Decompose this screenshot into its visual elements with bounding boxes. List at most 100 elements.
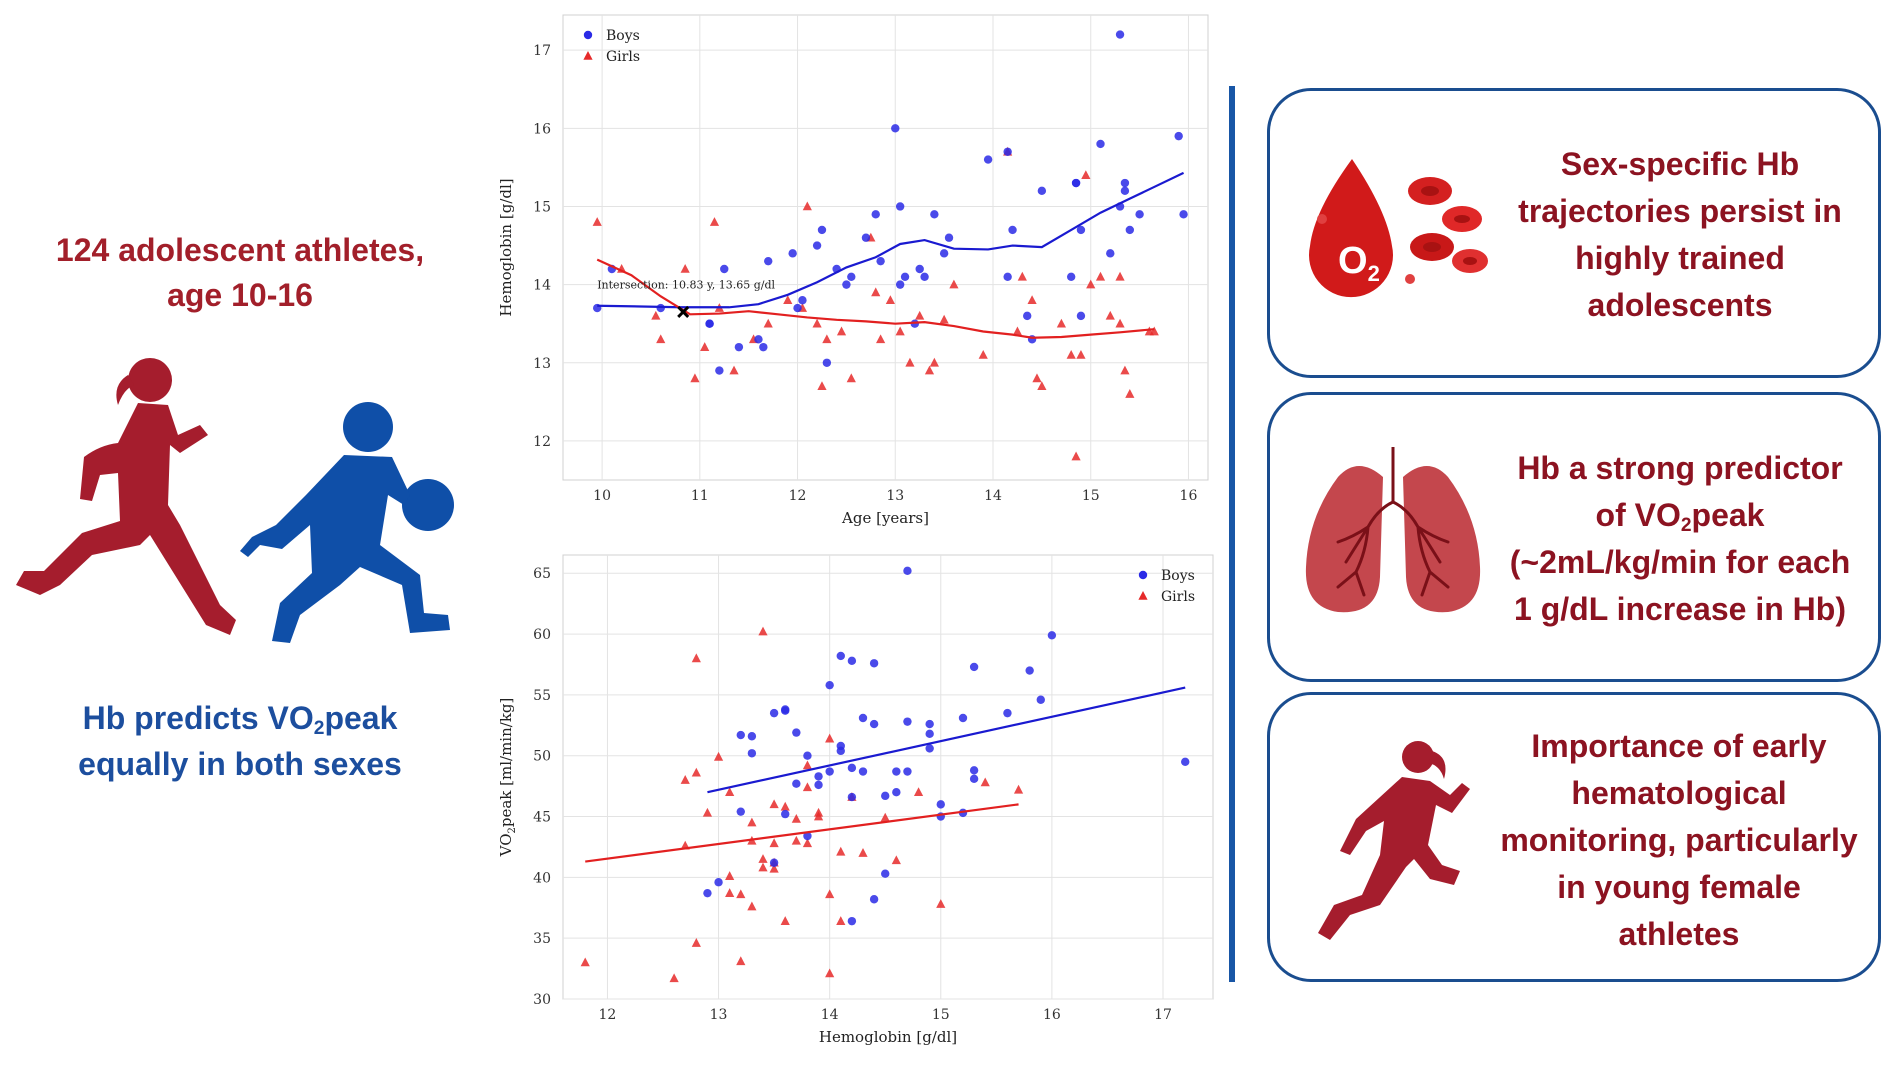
- boys-point: [915, 264, 924, 274]
- girls-point: [929, 357, 939, 367]
- girls-point: [1017, 271, 1027, 281]
- x-tick-label: 16: [1180, 488, 1198, 504]
- girls-point: [825, 968, 835, 978]
- boys-point: [754, 335, 763, 344]
- panel-3-line-4: in young female: [1557, 869, 1801, 905]
- girls-point: [802, 760, 813, 770]
- x-tick-label: 14: [821, 1007, 839, 1023]
- boys-point: [1076, 225, 1086, 235]
- boys-point: [734, 342, 744, 352]
- boys-points: [593, 30, 1188, 375]
- svg-text:O2: O2: [1338, 240, 1380, 286]
- boys-point: [1025, 666, 1034, 675]
- boys-point: [847, 763, 857, 773]
- boys-point: [703, 888, 712, 898]
- boys-point: [769, 858, 779, 867]
- boys-point: [891, 124, 900, 133]
- boys-point: [969, 766, 979, 775]
- boys-point: [836, 651, 845, 661]
- girls-point: [936, 899, 946, 908]
- boys-point: [847, 916, 857, 926]
- x-axis-label: Hemoglobin [g/dl]: [819, 1028, 957, 1046]
- girls-point: [780, 916, 790, 925]
- x-tick-label: 11: [691, 488, 709, 504]
- girls-point: [817, 381, 827, 391]
- girls-point: [825, 889, 835, 899]
- cohort-title-line-2: age 10-16: [167, 277, 313, 313]
- girls-point: [747, 817, 757, 827]
- girls-point: [1115, 271, 1125, 281]
- girls-point: [1095, 271, 1106, 281]
- girls-point: [691, 653, 701, 663]
- boys-points: [703, 566, 1190, 926]
- panel-3-text: Importance of early hematological monito…: [1478, 723, 1880, 958]
- girls-point: [758, 626, 768, 636]
- boys-point: [903, 767, 912, 776]
- boys-point: [769, 708, 779, 718]
- boys-point: [720, 264, 729, 274]
- boys-point: [1023, 311, 1032, 321]
- x-tick-label: 12: [599, 1007, 617, 1023]
- girls-point: [913, 787, 924, 797]
- girls-point: [700, 342, 710, 351]
- y-tick-label: 30: [533, 992, 551, 1008]
- boys-point: [714, 878, 723, 887]
- boys-point: [895, 280, 905, 289]
- boys-point: [842, 280, 851, 289]
- boys-point: [798, 296, 807, 305]
- sex-equality-statement: Hb predicts VO2peak equally in both sexe…: [20, 695, 460, 787]
- boys-point: [814, 772, 823, 781]
- panel-1-text: Sex-specific Hb trajectories persist in …: [1480, 141, 1880, 329]
- y-axis-label: Hemoglobin [g/dl]: [500, 178, 515, 316]
- boys-point: [1125, 225, 1135, 235]
- girls-point: [780, 801, 790, 811]
- athletes-illustration: [16, 358, 454, 643]
- girls-point: [592, 217, 602, 226]
- cohort-title: 124 adolescent athletes, age 10-16: [20, 228, 460, 318]
- girls-point: [1081, 170, 1091, 180]
- girls-point: [802, 782, 813, 792]
- blood-drop-o2-icon: O2: [1309, 159, 1488, 298]
- girls-fit-line: [585, 803, 1019, 863]
- boys-point: [925, 744, 934, 753]
- girls-point: [822, 334, 832, 344]
- boys-point: [1036, 695, 1045, 704]
- girls-point: [1120, 365, 1130, 375]
- boys-point: [858, 713, 868, 723]
- legend-marker-boys: [1138, 570, 1148, 580]
- male-basketball-player-icon: [240, 402, 454, 643]
- intersection-annotation: Intersection: 10.83 y, 13.65 g/dl: [597, 279, 775, 292]
- girls-point: [1027, 295, 1037, 305]
- girls-point: [812, 318, 822, 328]
- boys-point: [825, 767, 834, 776]
- girls-point: [905, 357, 915, 367]
- panel-3-line-2: hematological: [1571, 775, 1787, 811]
- boys-point: [903, 717, 912, 726]
- panel-1-line-2: trajectories persist in: [1518, 193, 1842, 229]
- boys-point: [1120, 186, 1130, 196]
- girls-point: [769, 863, 779, 873]
- boys-point: [736, 807, 745, 816]
- boys-point: [903, 566, 912, 576]
- boys-point: [858, 767, 868, 776]
- plot-area: [562, 554, 1214, 1000]
- boys-point: [869, 659, 879, 668]
- boys-point: [1076, 311, 1086, 321]
- girls-point: [690, 373, 700, 383]
- boys-point: [759, 342, 768, 352]
- boys-point: [958, 713, 968, 723]
- girls-point: [1066, 349, 1076, 359]
- boys-point: [1008, 225, 1017, 235]
- lungs-icon: [1305, 447, 1481, 613]
- boys-point: [803, 831, 812, 841]
- legend-label-boys: Boys: [1161, 568, 1195, 584]
- girls-point: [747, 901, 757, 911]
- girls-point: [691, 938, 701, 947]
- girls-point: [895, 326, 905, 336]
- grid: [563, 555, 1213, 1000]
- girls-points: [592, 146, 1159, 461]
- boys-point: [925, 729, 934, 739]
- panel-1-line-1: Sex-specific Hb: [1560, 146, 1800, 182]
- boys-point: [764, 256, 773, 266]
